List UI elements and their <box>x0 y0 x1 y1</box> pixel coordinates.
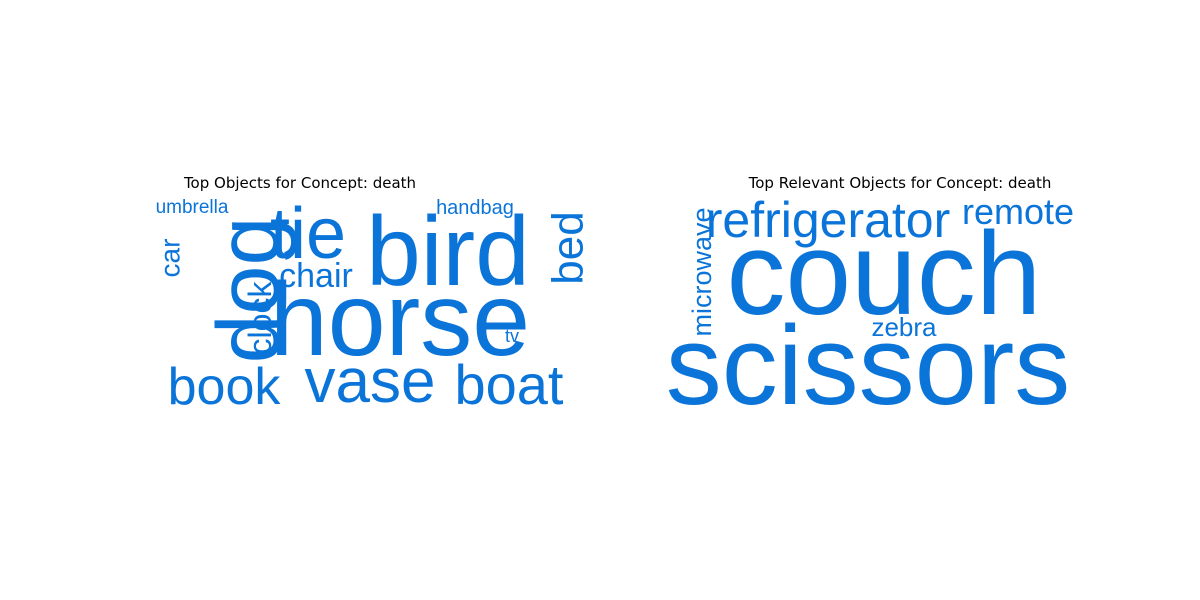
word-car: car <box>155 239 186 278</box>
word-tv: tv <box>505 326 519 346</box>
word-handbag: handbag <box>436 197 514 219</box>
word-scissors: scissors <box>666 303 1070 428</box>
word-boat: boat <box>455 353 564 416</box>
word-chair: chair <box>279 257 353 295</box>
word-horse: horse <box>270 262 530 378</box>
word-zebra: zebra <box>871 312 937 342</box>
word-bed: bed <box>544 211 593 284</box>
chart-title-left: Top Objects for Concept: death <box>183 174 417 192</box>
word-bird: bird <box>366 196 529 306</box>
word-clock: clock <box>242 281 278 355</box>
chart-title-right: Top Relevant Objects for Concept: death <box>748 174 1052 192</box>
word-couch: couch <box>727 208 1042 340</box>
word-vase: vase <box>305 347 436 416</box>
word-microwave: microwave <box>687 207 717 336</box>
word-tie: tie <box>270 194 346 274</box>
word-dog: dog <box>199 217 298 364</box>
wordcloud-panel-left: Top Objects for Concept: death horse bird… <box>155 174 593 416</box>
word-umbrella: umbrella <box>156 197 229 218</box>
word-refrigerator: refrigerator <box>706 192 951 248</box>
word-remote: remote <box>962 191 1074 232</box>
word-book: book <box>168 358 282 416</box>
wordcloud-panel-right: Top Relevant Objects for Concept: death … <box>600 0 1200 600</box>
